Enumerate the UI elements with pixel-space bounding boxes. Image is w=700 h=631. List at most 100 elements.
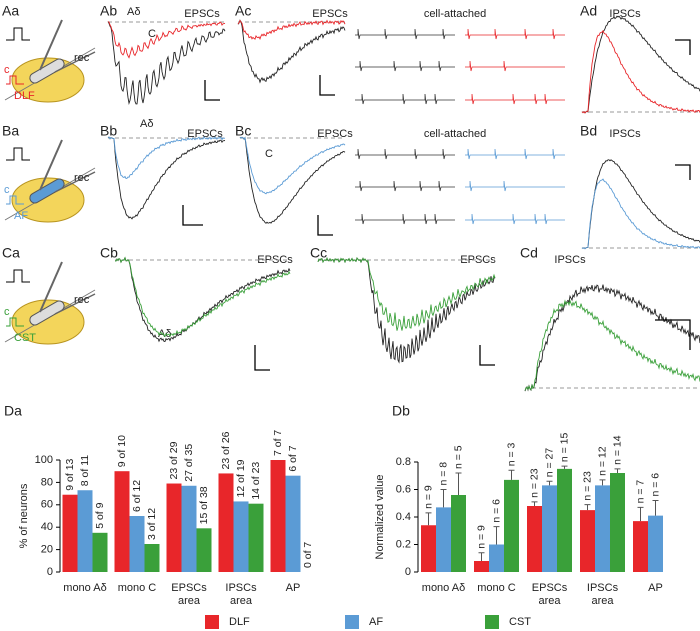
value-label: 12 of 19 bbox=[235, 459, 247, 497]
stim-pulse-icon bbox=[6, 27, 30, 41]
trace bbox=[581, 178, 700, 250]
pathway-label: AF bbox=[14, 210, 28, 222]
cell-attached-trace bbox=[355, 180, 455, 192]
bar bbox=[92, 532, 108, 572]
peak-annotation: Aδ bbox=[140, 118, 153, 130]
stim-pulse bbox=[6, 195, 24, 205]
cell-attached-trace bbox=[465, 93, 565, 105]
cell-attached-trace bbox=[355, 148, 455, 160]
error-bar bbox=[531, 501, 538, 506]
panel-label: Ba bbox=[2, 123, 19, 139]
y-tick-label: 20 bbox=[41, 544, 53, 556]
y-tick-label: 100 bbox=[35, 454, 53, 466]
stim-label: c bbox=[4, 184, 10, 196]
panel-label: Ca bbox=[2, 245, 20, 261]
stim-pulse bbox=[6, 317, 24, 327]
error-bar bbox=[455, 472, 462, 495]
peak-annotation: C bbox=[265, 148, 273, 160]
value-label: n = 12 bbox=[596, 446, 608, 476]
peak-annotation: Aδ bbox=[158, 328, 171, 340]
y-tick-label: 0 bbox=[405, 566, 411, 578]
bar bbox=[233, 501, 249, 572]
y-tick-label: 0.8 bbox=[396, 456, 411, 468]
panel-label: Cc bbox=[310, 245, 327, 261]
value-label: n = 15 bbox=[558, 432, 570, 462]
trace-title: cell-attached bbox=[424, 8, 486, 20]
panel-label: Bc bbox=[235, 123, 251, 139]
electrode bbox=[39, 19, 63, 71]
x-tick-label: AP bbox=[648, 582, 663, 594]
error-bar bbox=[561, 465, 568, 469]
panel-label: Db bbox=[392, 403, 410, 419]
x-tick-label: mono C bbox=[477, 582, 516, 594]
bar bbox=[648, 515, 663, 572]
trace-title: IPSCs bbox=[609, 8, 641, 20]
y-tick-label: 0.6 bbox=[396, 483, 411, 495]
bar bbox=[144, 544, 160, 572]
error-bar bbox=[440, 489, 447, 508]
y-tick-label: 60 bbox=[41, 499, 53, 511]
trace bbox=[581, 159, 700, 250]
preparation-schematic: rec c CST bbox=[4, 261, 96, 345]
y-tick-label: 0 bbox=[47, 566, 53, 578]
error-bar bbox=[493, 526, 500, 545]
trace-title: EPSCs bbox=[460, 254, 496, 266]
y-tick-label: 0.2 bbox=[396, 538, 411, 550]
bar bbox=[527, 506, 542, 572]
scale-bar bbox=[675, 39, 691, 55]
spinal-slice bbox=[11, 299, 85, 345]
trace bbox=[524, 299, 700, 391]
bar bbox=[633, 521, 648, 572]
bar bbox=[218, 473, 234, 572]
trace bbox=[581, 15, 700, 114]
value-label: 23 of 29 bbox=[168, 441, 180, 479]
cell-attached-trace bbox=[355, 60, 455, 72]
bar bbox=[489, 544, 504, 572]
panel-label: Aa bbox=[2, 3, 19, 19]
value-label: 9 of 13 bbox=[64, 458, 76, 490]
value-label: n = 9 bbox=[422, 485, 434, 509]
trace-title: EPSCs bbox=[312, 8, 348, 20]
cell-attached-trace bbox=[465, 148, 565, 160]
rec-electrode bbox=[54, 171, 96, 193]
rec-label: rec bbox=[74, 172, 90, 184]
value-label: n = 9 bbox=[475, 525, 487, 549]
value-label: n = 6 bbox=[649, 473, 661, 497]
rec-label: rec bbox=[74, 52, 90, 64]
panel-label: Bb bbox=[100, 123, 117, 139]
bar bbox=[77, 490, 93, 572]
trace bbox=[524, 284, 700, 392]
stim-tract bbox=[29, 58, 65, 84]
error-bar bbox=[599, 479, 606, 486]
bar bbox=[474, 561, 489, 572]
x-tick-label: EPSCs area bbox=[171, 582, 207, 607]
bar bbox=[181, 485, 197, 572]
value-label: 23 of 26 bbox=[220, 431, 232, 469]
value-label: 0 of 7 bbox=[302, 542, 314, 568]
value-label: 7 of 7 bbox=[272, 430, 284, 456]
stim-tract bbox=[29, 178, 65, 204]
trace bbox=[237, 19, 346, 84]
stim-label: c bbox=[4, 64, 10, 76]
value-label: 15 of 38 bbox=[198, 486, 210, 524]
bar bbox=[610, 473, 625, 572]
bar bbox=[557, 468, 572, 572]
bar bbox=[451, 495, 466, 572]
cell-attached-trace bbox=[355, 28, 455, 40]
legend-label: AF bbox=[369, 616, 383, 628]
value-label: n = 27 bbox=[543, 448, 555, 478]
y-tick-label: 0.4 bbox=[396, 511, 411, 523]
trace-title: EPSCs bbox=[257, 254, 293, 266]
trace bbox=[239, 136, 346, 195]
trace bbox=[107, 136, 226, 220]
error-bar bbox=[478, 552, 485, 561]
trace-title: IPSCs bbox=[609, 128, 641, 140]
trace-title: EPSCs bbox=[184, 8, 220, 20]
rec-label: rec bbox=[74, 294, 90, 306]
x-tick-label: IPSCs area bbox=[586, 582, 619, 607]
trace-title: IPSCs bbox=[554, 254, 586, 266]
value-label: n = 8 bbox=[437, 462, 449, 486]
trace bbox=[115, 256, 291, 343]
bar bbox=[114, 471, 130, 572]
scale-bar bbox=[479, 345, 495, 366]
